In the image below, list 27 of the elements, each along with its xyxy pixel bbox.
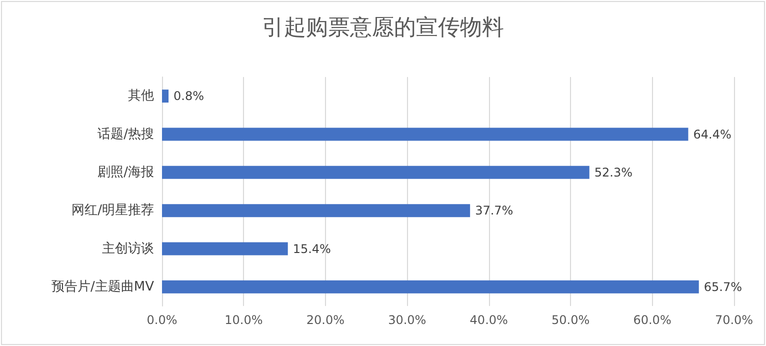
x-tick-label: 10.0% <box>224 313 263 327</box>
data-label: 64.4% <box>693 127 732 142</box>
y-tick-label: 其他 <box>128 88 154 104</box>
x-tick-label: 20.0% <box>306 313 344 327</box>
bar <box>162 128 688 141</box>
chart-title: 引起购票意愿的宣传物料 <box>262 16 504 40</box>
x-tick-label: 60.0% <box>633 313 672 327</box>
bar <box>162 204 470 218</box>
y-tick-label: 网红/明星推荐 <box>72 203 154 218</box>
data-label: 0.8% <box>174 89 204 104</box>
x-tick-label: 30.0% <box>388 313 426 327</box>
data-label: 15.4% <box>292 242 331 256</box>
x-tick-label: 40.0% <box>470 313 508 327</box>
x-tick-label: 70.0% <box>714 313 754 327</box>
x-tick-label: 0.0% <box>146 313 178 327</box>
data-label: 65.7% <box>704 280 742 294</box>
y-tick-label: 预告片/主题曲MV <box>52 278 154 294</box>
y-tick-label: 主创访谈 <box>102 240 154 256</box>
bar <box>162 280 699 294</box>
bar <box>162 242 288 256</box>
x-tick-label: 50.0% <box>552 313 590 327</box>
y-tick-label: 话题/热搜 <box>98 126 154 142</box>
y-tick-label: 剧照/海报 <box>98 164 154 180</box>
data-label: 52.3% <box>594 165 632 180</box>
data-label: 37.7% <box>475 204 514 218</box>
bar <box>162 90 169 103</box>
bar <box>162 166 590 179</box>
